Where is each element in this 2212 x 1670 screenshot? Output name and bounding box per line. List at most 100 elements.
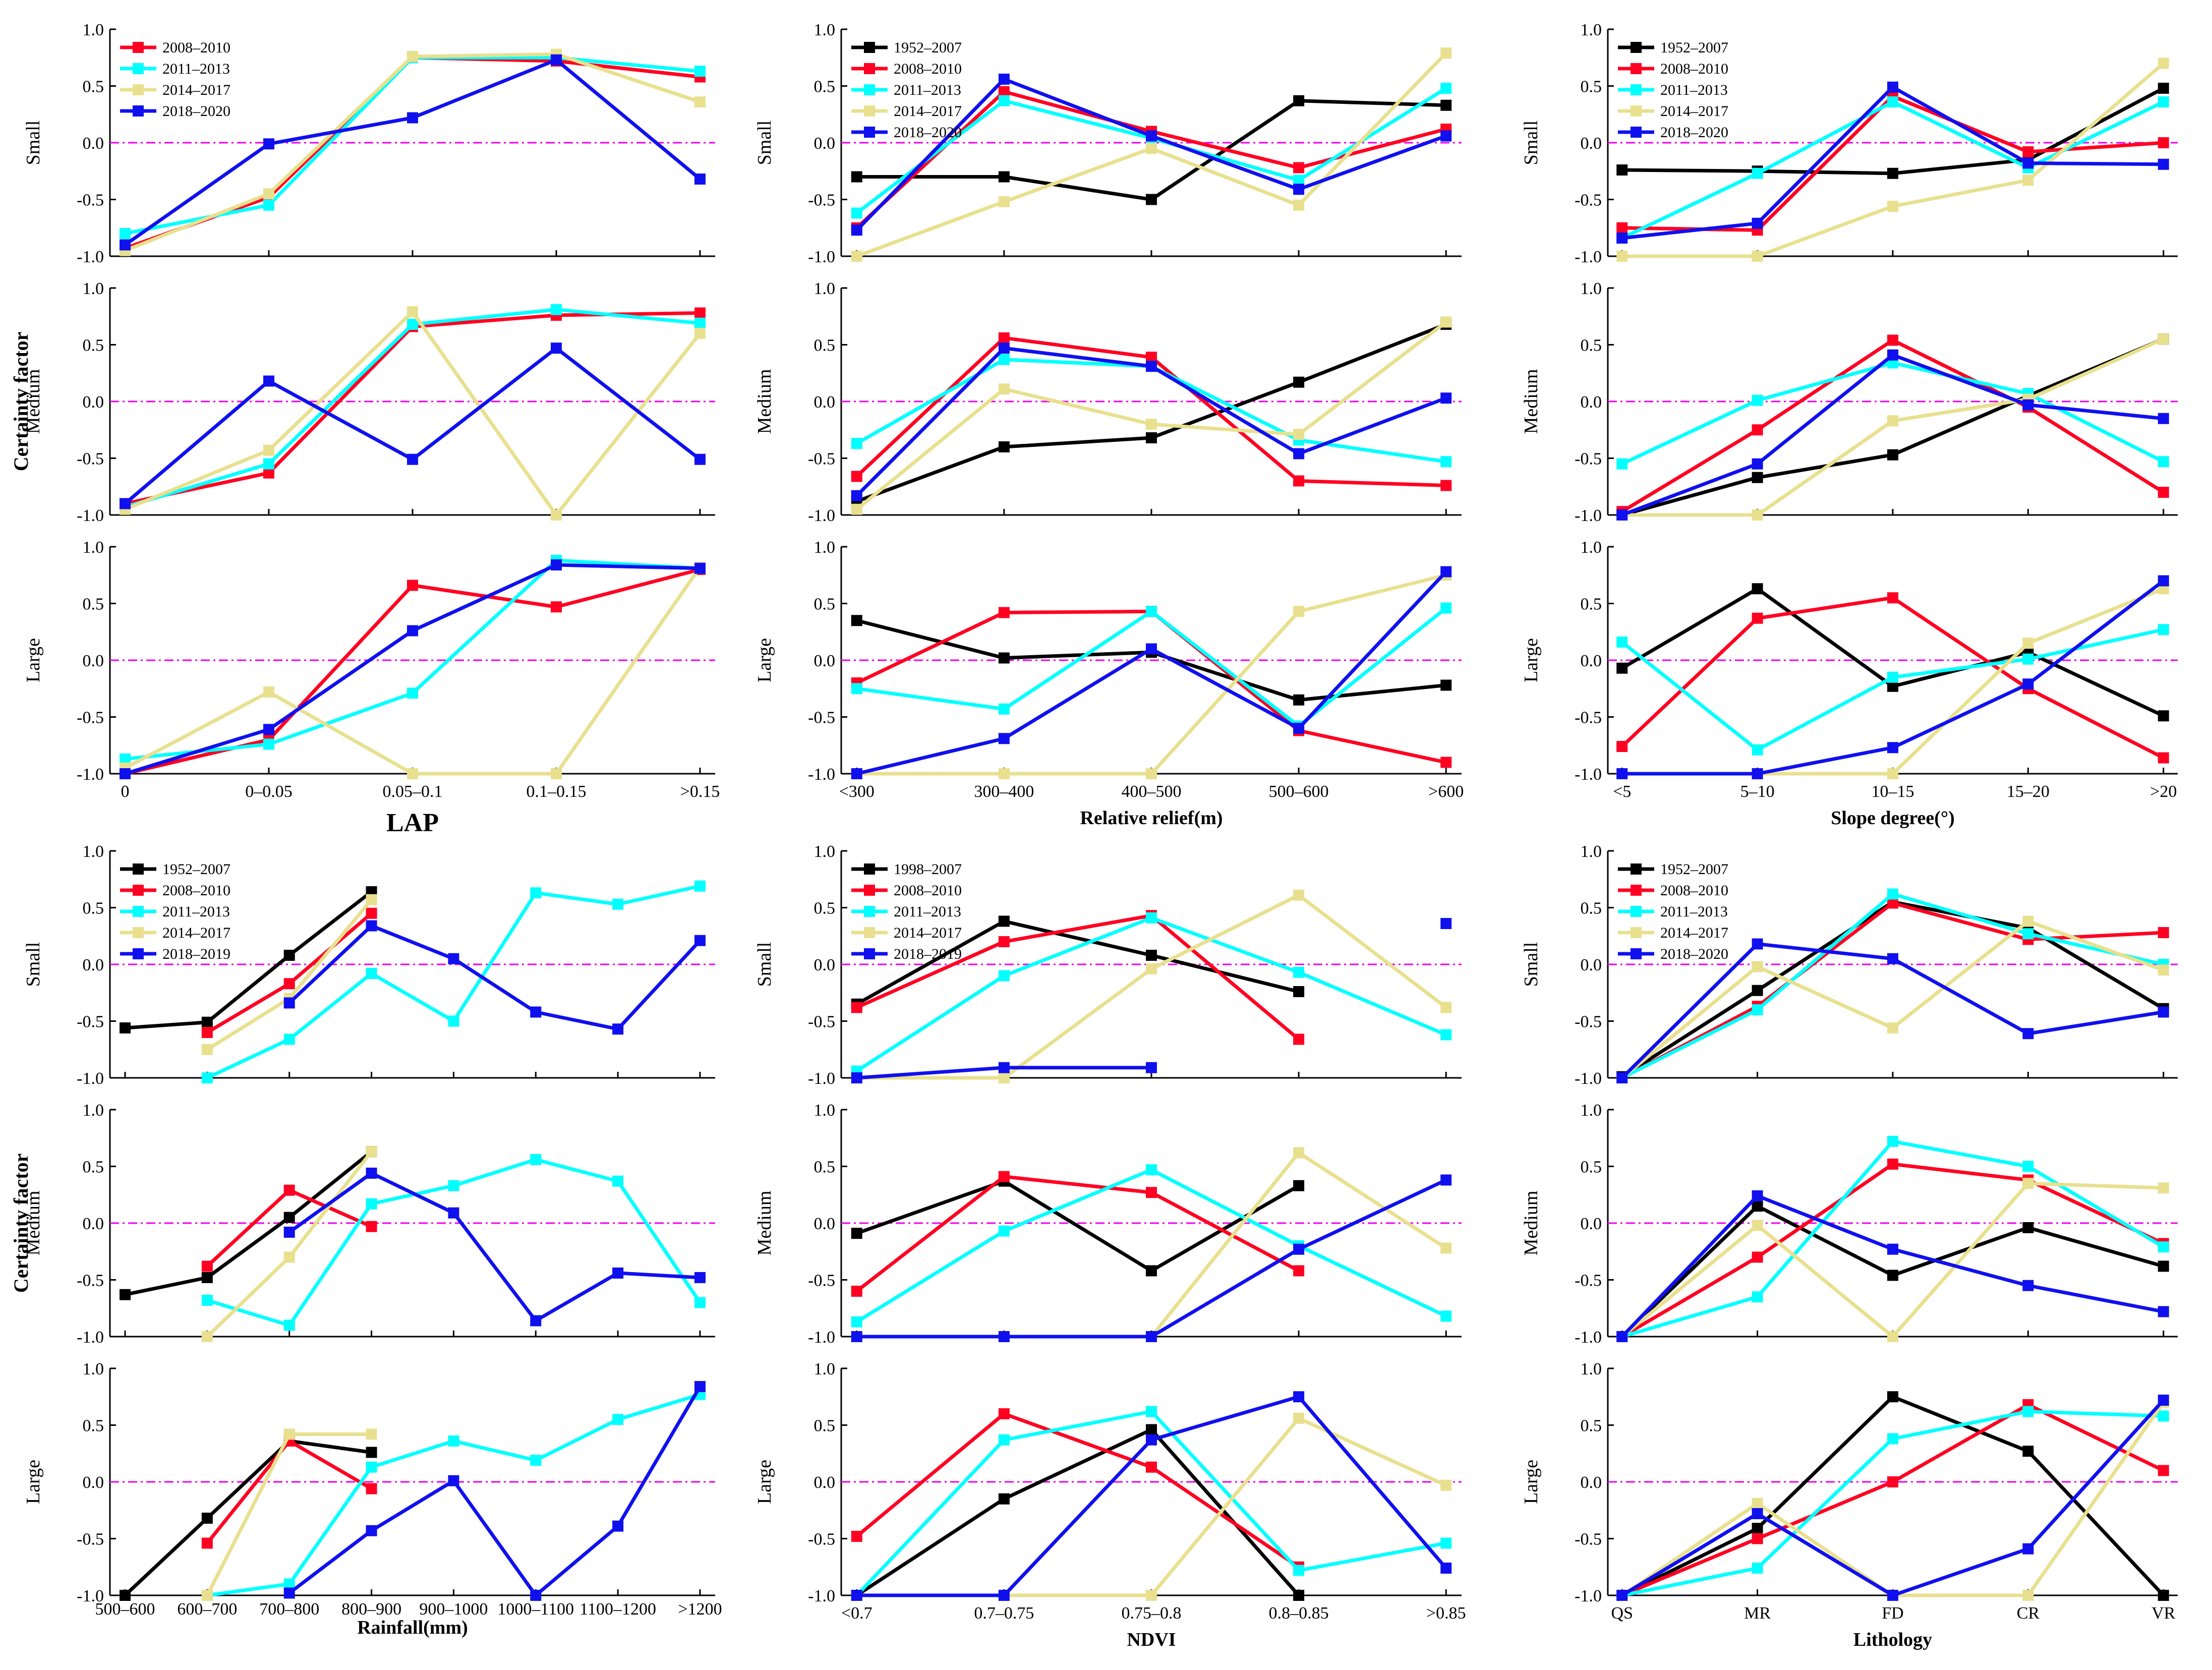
data-point-2011-2013 [2022, 1406, 2034, 1417]
data-point-2011-2013 [1887, 671, 1898, 683]
shared-ylabel: Certainty factor [10, 332, 32, 472]
data-point-2018-2020 [551, 342, 562, 354]
data-point-2011-2013 [1887, 1433, 1898, 1445]
chart-lithology: -1.0 -0.5 0.0 0.5 1.0 Small 1952–2007 2008–2010… [1521, 842, 2178, 1650]
series-line-2014-2017 [124, 566, 702, 776]
data-point-2018-2020 [2022, 1028, 2034, 1040]
data-point-2008-2010 [366, 1483, 377, 1494]
data-point-2018-2020 [1440, 392, 1452, 404]
x-tick-label: 500–600 [1269, 782, 1329, 801]
legend-marker [133, 885, 144, 896]
legend-marker [864, 863, 875, 875]
y-tick-label: 0.0 [814, 1215, 836, 1233]
data-point-1998-2007 [998, 915, 1010, 927]
panel-ylabel: Medium [754, 369, 775, 434]
legend-label: 2008–2010 [894, 882, 962, 899]
data-point-2008-2010 [1440, 480, 1452, 491]
y-tick-label: -0.5 [1575, 450, 1602, 469]
data-point-2018-2019 [366, 1168, 377, 1179]
data-point-2008-2010 [851, 1002, 862, 1013]
x-tick-label: 700–800 [259, 1600, 319, 1619]
y-tick-label: -0.5 [77, 1013, 104, 1031]
y-tick-label: 1.0 [83, 538, 104, 557]
panel-ylabel: Medium [1521, 369, 1542, 434]
y-tick-label: 0.0 [1581, 393, 1602, 412]
data-point-2018-2020 [1616, 1331, 1628, 1342]
legend-marker [864, 42, 875, 53]
data-point-2018-2019 [851, 1072, 862, 1083]
legend-marker [1631, 927, 1642, 938]
legend-label: 2014–2017 [1660, 103, 1728, 120]
y-tick-label: 1.0 [83, 279, 104, 298]
legend-marker [864, 948, 875, 959]
data-point-2008-2010 [2158, 927, 2169, 938]
x-axis-title: LAP [386, 809, 439, 837]
x-tick-label: 0.7–0.75 [974, 1604, 1034, 1623]
x-tick-label: >1200 [678, 1600, 722, 1619]
series-line-2008-2010 [856, 609, 1446, 764]
data-point-2018-2019 [283, 1227, 295, 1238]
data-point-2011-2013 [694, 317, 706, 329]
panel-ylabel: Large [1521, 1460, 1542, 1504]
legend-label: 2011–2013 [894, 903, 961, 920]
data-point-2011-2013 [2158, 1410, 2169, 1422]
x-tick-label: 0–0.05 [245, 782, 293, 801]
data-point-2014-2017 [1752, 961, 1763, 972]
data-point-2014-2017 [2022, 175, 2034, 186]
panel-ylabel: Large [1521, 638, 1542, 682]
data-point-2018-2019 [998, 1590, 1010, 1601]
data-point-2018-2020 [120, 498, 131, 509]
y-tick-label: -0.5 [77, 450, 104, 469]
y-tick-label: -1.0 [808, 506, 835, 525]
data-point-2008-2010 [366, 1221, 377, 1232]
data-point-2014-2017 [1146, 963, 1157, 974]
data-point-2014-2017 [263, 444, 274, 456]
legend-label: 2018–2020 [1660, 946, 1728, 962]
data-point-1952-2007 [1616, 662, 1628, 674]
data-point-2008-2010 [998, 86, 1010, 97]
legend-marker [1631, 42, 1642, 53]
data-point-2014-2017 [1293, 199, 1305, 211]
data-point-2008-2010 [2158, 752, 2169, 764]
shared-ylabel: Certainty factor [10, 1154, 32, 1293]
y-tick-label: 0.5 [1581, 78, 1602, 96]
legend-marker [864, 84, 875, 95]
series-line-2011-2013 [1621, 892, 2164, 1080]
y-tick-label: 0.0 [83, 1215, 104, 1233]
panel-relative-relief-medium: -1.0 -0.5 0.0 0.5 1.0 Medium [754, 279, 1462, 525]
data-point-2018-2020 [2158, 575, 2169, 587]
series-line-2018-2020 [124, 563, 701, 776]
data-point-2008-2010 [1293, 475, 1305, 487]
data-point-2014-2017 [1146, 768, 1157, 779]
series-line-2014-2017 [856, 1151, 1447, 1339]
x-axis-title: Slope degree(°) [1831, 808, 1955, 829]
data-point-2018-2020 [1752, 458, 1763, 470]
panel-rainfall-large: -1.0 -0.5 0.0 0.5 1.0 Large 500–600 600–700 700–… [23, 1360, 722, 1638]
y-tick-label: 0.0 [83, 1473, 104, 1492]
data-point-2018-2020 [1752, 217, 1763, 229]
y-tick-label: 0.0 [83, 956, 104, 974]
data-point-2011-2013 [998, 1225, 1010, 1237]
data-point-2018-2020 [120, 239, 131, 251]
data-point-1952-2007 [201, 1016, 213, 1028]
data-point-2011-2013 [2158, 1241, 2169, 1253]
legend-marker [1631, 906, 1642, 917]
data-point-2014-2017 [366, 1146, 377, 1158]
y-tick-label: -1.0 [77, 506, 104, 525]
y-tick-label: -0.5 [77, 709, 104, 727]
data-point-1952-2007 [2158, 83, 2169, 94]
data-point-1998-2007 [998, 1493, 1010, 1505]
data-point-2014-2017 [1887, 201, 1898, 212]
y-tick-label: 0.5 [814, 336, 836, 355]
data-point-2011-2013 [612, 1175, 624, 1187]
series-line-1952-2007 [856, 322, 1447, 503]
data-point-2014-2017 [2022, 915, 2034, 927]
legend-label: 2011–2013 [1660, 82, 1728, 98]
y-tick-label: 0.0 [1581, 1473, 1602, 1492]
series-line-2011-2013 [206, 884, 701, 1080]
data-point-2014-2017 [366, 894, 377, 905]
panel-lap-medium: -1.0 -0.5 0.0 0.5 1.0 Medium [23, 279, 715, 525]
data-point-2011-2013 [263, 199, 274, 211]
legend: 1952–2007 2008–2010 2011–2013 2014–2017 2018… [851, 39, 962, 141]
chart-rainfall: -1.0 -0.5 0.0 0.5 1.0 Small 1952–2007 2008–2010… [10, 842, 722, 1638]
